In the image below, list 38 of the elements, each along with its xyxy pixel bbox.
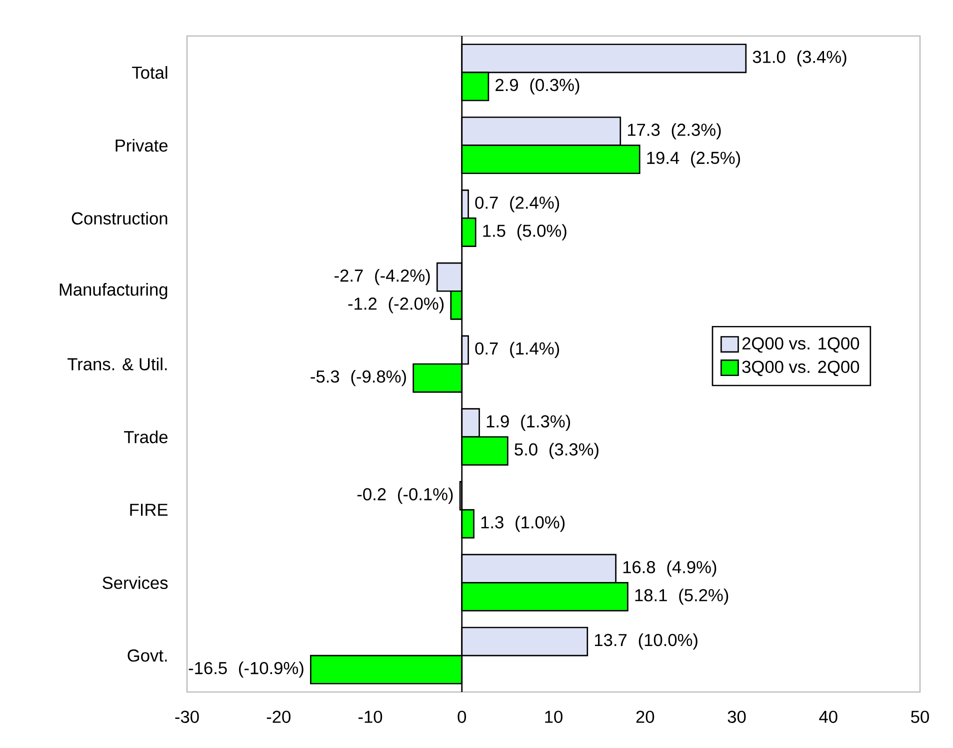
data-label: 1.3 (1.0%): [481, 516, 565, 532]
x-tick-label: 30: [728, 710, 746, 723]
data-label: 31.0 (3.4%): [752, 50, 846, 66]
data-label: 5.0 (3.3%): [514, 442, 598, 459]
x-tick-label: -20: [266, 710, 290, 723]
data-label: 2.9 (0.3%): [496, 78, 580, 95]
y-tick-label: Construction: [72, 212, 168, 225]
x-tick-label: 0: [458, 710, 466, 723]
data-label: -1.2 (-2.0%): [348, 297, 444, 314]
data-label: 18.1 (5.2%): [635, 588, 728, 605]
data-label: 17.3 (2.3%): [628, 123, 721, 140]
data-label: 0.7 (2.4%): [475, 196, 560, 212]
data-label: 0.7 (1.4%): [475, 342, 560, 358]
data-label: 19.4 (2.5%): [647, 151, 740, 168]
x-tick-label: 50: [911, 710, 929, 723]
data-label: 1.5 (5.0%): [483, 224, 566, 240]
y-tick-label: FIRE: [130, 504, 168, 516]
x-tick-label: 10: [545, 710, 562, 723]
y-tick-label: Total: [132, 66, 168, 79]
y-tick-label: Manufacturing: [60, 283, 168, 300]
data-label: 13.7 (10.0%): [594, 633, 698, 650]
data-label: -2.7 (-4.2%): [334, 268, 430, 286]
data-label: -5.3 (-9.8%): [310, 370, 406, 386]
x-tick-label: -30: [175, 710, 199, 723]
data-label: 16.8 (4.9%): [623, 560, 716, 577]
x-tick-label: 20: [636, 710, 654, 723]
x-tick-label: -10: [358, 710, 382, 723]
legend-label: 3Q00 vs. 2Q00: [742, 360, 860, 376]
y-tick-label: Private: [116, 138, 168, 152]
y-tick-label: Services: [102, 576, 168, 590]
data-label: -0.2 (-0.1%): [357, 488, 453, 504]
x-tick-label: 40: [819, 710, 838, 723]
y-tick-label: Trade: [124, 430, 168, 444]
data-label: -16.5 (-10.9%): [188, 662, 304, 678]
data-label: 1.9 (1.3%): [486, 414, 570, 431]
y-tick-label: Govt.: [128, 649, 167, 662]
y-tick-label: Trans. & Util.: [68, 358, 167, 370]
legend-label: 2Q00 vs. 1Q00: [742, 337, 860, 353]
